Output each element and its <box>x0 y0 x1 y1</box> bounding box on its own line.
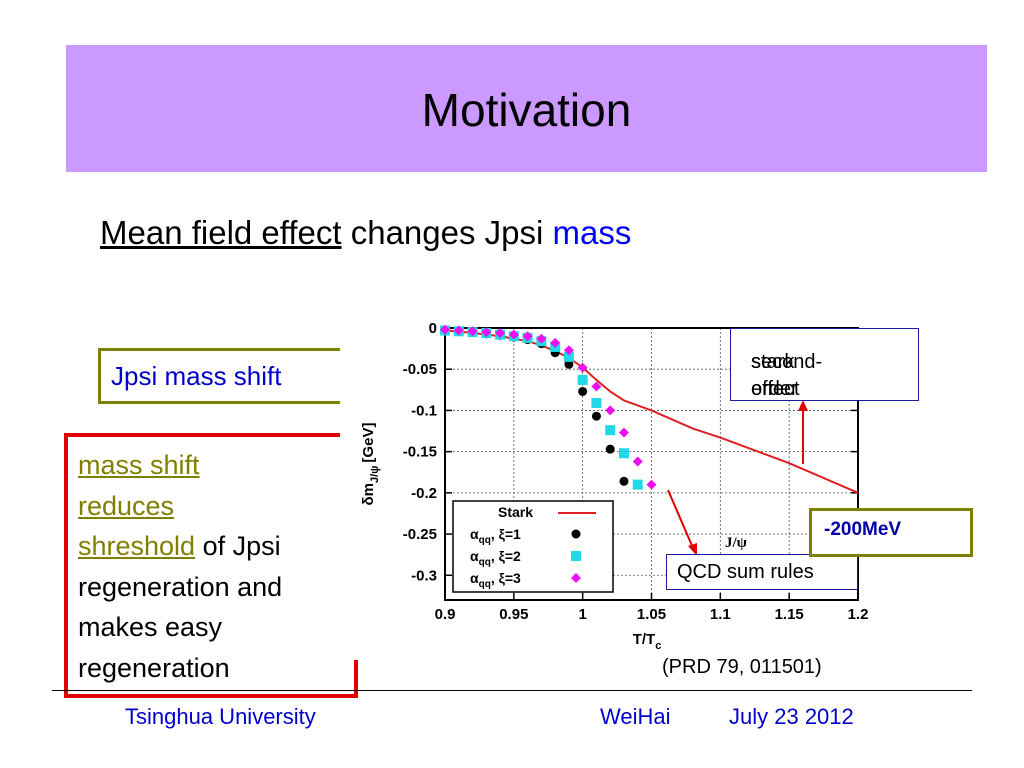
title-bar: Motivation <box>66 45 987 172</box>
legend-label-xi1: αqq, ξ=1 <box>470 526 521 546</box>
y-tick-label: -0.25 <box>403 526 437 543</box>
data-point-xi3 <box>522 331 533 342</box>
y-tick-label: -0.2 <box>411 485 437 502</box>
reference-citation: (PRD 79, 011501) <box>662 656 822 678</box>
explanation-line4: regeneration and <box>78 571 283 602</box>
footer-date: July 23 2012 <box>729 704 854 729</box>
x-tick-label: 1.1 <box>710 606 731 623</box>
data-point-xi1 <box>605 444 615 454</box>
jpsi-inner-label: J/ψ <box>725 535 748 551</box>
x-tick-label: 0.9 <box>435 606 456 623</box>
footer-location: WeiHai <box>600 704 671 729</box>
data-point-xi2 <box>591 398 602 409</box>
explanation-text: mass shift reduces shreshold of Jpsi reg… <box>78 445 350 688</box>
legend-label-stark: Stark <box>498 504 533 520</box>
x-tick-label: 0.95 <box>499 606 528 623</box>
mass-shift-link[interactable]: mass shift <box>78 450 200 480</box>
x-tick-label: 1 <box>578 606 586 623</box>
legend-swatch-xi1 <box>571 529 581 539</box>
x-tick-label: 1.2 <box>848 606 869 623</box>
data-point-xi3 <box>605 405 616 416</box>
data-point-xi3 <box>577 362 588 373</box>
stark-effect-note: second-order stark effect <box>730 328 919 401</box>
data-point-xi3 <box>591 381 602 392</box>
data-point-xi2 <box>632 479 643 490</box>
marker-series <box>440 324 657 490</box>
mev-shift-box: -200MeV <box>809 508 973 557</box>
y-tick-label: -0.05 <box>403 361 437 378</box>
data-point-xi2 <box>563 351 574 362</box>
y-tick-label: 0 <box>429 320 437 337</box>
data-point-xi1 <box>564 359 574 369</box>
shreshold-link[interactable]: shreshold <box>78 531 196 561</box>
legend-swatch-xi3 <box>571 573 581 583</box>
data-point-xi3 <box>481 327 492 338</box>
legend-label-xi2: αqq, ξ=2 <box>470 548 521 568</box>
data-point-xi3 <box>618 427 629 438</box>
data-point-xi1 <box>578 386 588 396</box>
subtitle-middle: changes Jpsi <box>341 214 553 251</box>
x-axis-label: T/Tc <box>633 631 662 652</box>
data-point-xi3 <box>632 456 643 467</box>
mass-shift-explanation-box: mass shift reduces shreshold of Jpsi reg… <box>64 433 358 698</box>
footer-divider <box>52 690 972 691</box>
data-point-xi3 <box>563 345 574 356</box>
y-tick-label: -0.3 <box>411 567 437 584</box>
legend-swatch-xi2 <box>571 551 581 561</box>
slide-subtitle: Mean field effect changes Jpsi mass <box>100 214 631 252</box>
explanation-line5: makes easy <box>78 612 223 642</box>
data-point-xi3 <box>495 327 506 338</box>
x-axis-ticks: 0.9 0.95 1 1.05 1.1 1.15 1.2 <box>435 593 869 623</box>
y-axis-ticks: 0 -0.05 -0.1 -0.15 -0.2 -0.25 -0.3 <box>403 320 858 584</box>
y-axis-label: δmJ/ψ[GeV] <box>360 423 381 506</box>
explanation-line6: regeneration <box>78 652 230 683</box>
explanation-line3-rest: of Jpsi <box>195 531 281 561</box>
jpsi-mass-shift-box: Jpsi mass shift <box>98 348 358 404</box>
mev-shift-label: -200MeV <box>824 519 902 540</box>
x-tick-label: 1.15 <box>775 606 804 623</box>
data-point-xi1 <box>619 476 629 486</box>
data-point-xi3 <box>646 479 657 490</box>
subtitle-mass: mass <box>552 214 632 251</box>
chart-legend: Stark αqq, ξ=1 αqq, ξ=2 αqq, ξ=3 <box>452 500 614 593</box>
x-tick-label: 1.05 <box>637 606 666 623</box>
data-point-xi3 <box>467 326 478 337</box>
data-point-xi2 <box>605 425 616 436</box>
qcd-sum-rules-note: QCD sum rules <box>666 554 858 590</box>
legend-frame <box>452 500 614 593</box>
reduces-link[interactable]: reduces <box>78 490 175 521</box>
data-point-xi3 <box>453 325 464 336</box>
data-point-xi3 <box>536 333 547 344</box>
data-point-xi3 <box>550 337 561 348</box>
data-point-xi3 <box>440 324 450 335</box>
subtitle-underlined: Mean field effect <box>100 214 342 251</box>
data-point-xi1 <box>591 411 601 421</box>
legend-label-xi3: αqq, ξ=3 <box>470 570 521 590</box>
y-tick-label: -0.15 <box>403 444 437 461</box>
qcd-note-text: QCD sum rules <box>677 561 814 583</box>
data-point-xi2 <box>577 374 588 385</box>
jpsi-mass-shift-label: Jpsi mass shift <box>111 361 282 391</box>
y-tick-label: -0.1 <box>411 402 437 419</box>
data-point-xi2 <box>618 448 629 459</box>
slide-title: Motivation <box>421 84 632 136</box>
data-point-xi3 <box>508 329 519 340</box>
footer-university: Tsinghua University <box>125 704 316 729</box>
